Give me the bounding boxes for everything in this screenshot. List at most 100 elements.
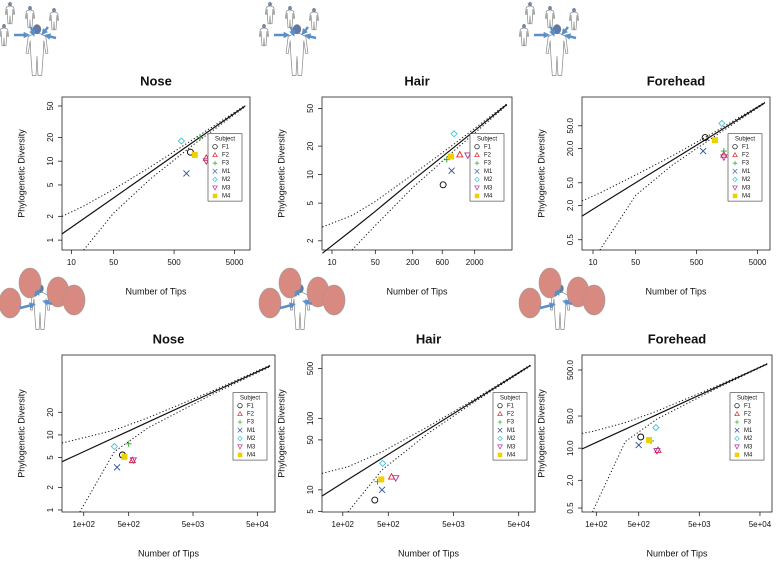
- legend-label: F3: [744, 420, 752, 426]
- x-tick-label: 5e+02: [627, 520, 650, 529]
- legend-marker: [474, 185, 480, 191]
- legend-label: F2: [484, 152, 492, 158]
- confidence-curve: [347, 365, 531, 513]
- y-axis-label: Phylogenetic Diversity: [536, 129, 546, 218]
- legend-marker: [237, 403, 243, 409]
- legend-label: F1: [484, 144, 492, 150]
- y-tick-label: 500: [306, 361, 315, 375]
- rarefaction-curve: [322, 104, 508, 254]
- legend-title: Subject: [737, 395, 757, 401]
- legend-marker: [734, 444, 740, 450]
- y-tick-label: 5: [46, 182, 55, 187]
- data-point: [635, 441, 643, 449]
- person-icon: [49, 7, 59, 31]
- legend-marker: [734, 419, 740, 425]
- legend-marker: [212, 193, 218, 199]
- y-tick-label: 10.0: [566, 440, 575, 456]
- legend-label: M4: [742, 193, 751, 199]
- skin-icon: [582, 284, 606, 316]
- chart-title: Forehead: [648, 331, 707, 346]
- data-point: [387, 472, 396, 480]
- legend-marker: [474, 176, 480, 183]
- person-body: [549, 291, 571, 330]
- data-point: [456, 150, 464, 158]
- legend-label: F3: [484, 161, 492, 167]
- person-head: [572, 7, 576, 13]
- chart-title: Nose: [140, 73, 172, 88]
- y-tick-label: 0.5: [566, 234, 575, 246]
- legend-label: M3: [247, 444, 256, 450]
- person-body: [0, 27, 9, 47]
- person-body: [259, 27, 269, 47]
- icon-arrowhead: [554, 288, 561, 296]
- legend-label: F2: [222, 152, 230, 158]
- icon-arrowhead: [34, 288, 41, 296]
- legend-label: M1: [247, 428, 256, 434]
- data-point: [464, 152, 472, 160]
- legend-label: F2: [507, 411, 515, 417]
- legend-marker: [237, 435, 243, 442]
- x-tick-label: 5e+04: [246, 520, 269, 529]
- y-tick-label: 5.0: [566, 177, 575, 189]
- legend-label: M1: [744, 428, 753, 434]
- data-point: [183, 170, 190, 177]
- rarefaction-curve: [581, 102, 766, 217]
- plot-frame: [581, 354, 773, 513]
- legend-marker: [474, 151, 480, 158]
- data-point: [391, 475, 400, 483]
- person-head: [522, 23, 526, 29]
- data-point: [113, 464, 121, 471]
- person-body: [545, 33, 569, 76]
- person-body: [285, 33, 309, 76]
- icon-arrowhead: [44, 33, 52, 40]
- x-tick-label: 50: [109, 258, 118, 267]
- data-point: [447, 153, 454, 160]
- rarefaction-curve: [61, 105, 246, 235]
- legend-label: F2: [742, 152, 750, 158]
- legend-label: F1: [507, 403, 515, 409]
- y-tick-label: 2.0: [566, 199, 575, 211]
- y-axis-label: Phylogenetic Diversity: [276, 129, 286, 218]
- y-tick-label: 5: [46, 455, 55, 460]
- person-head: [2, 23, 6, 29]
- legend-label: M4: [507, 452, 516, 458]
- icon-arrowhead: [304, 33, 312, 40]
- legend-label: M2: [222, 177, 231, 183]
- legend-label: M1: [484, 169, 493, 175]
- data-point: [720, 148, 727, 155]
- legend-marker: [734, 427, 740, 433]
- legend-marker: [497, 435, 503, 442]
- x-tick-label: 1e+02: [332, 520, 355, 529]
- legend-marker: [732, 144, 738, 150]
- plot-frame: [321, 354, 536, 513]
- data-point: [711, 137, 718, 144]
- confidence-curve: [61, 364, 271, 444]
- x-tick-label: 5e+03: [688, 520, 711, 529]
- y-tick-label: 2: [306, 238, 315, 243]
- x-tick-label: 10: [67, 258, 76, 267]
- x-tick-label: 1e+02: [585, 520, 608, 529]
- y-axis-label: Phylogenetic Diversity: [536, 389, 546, 478]
- y-tick-label: 50.0: [566, 408, 575, 424]
- icon-arrowhead: [548, 302, 556, 309]
- legend-title: Subject: [735, 136, 755, 142]
- legend-marker: [497, 427, 503, 433]
- confidence-curve: [79, 366, 271, 513]
- legend-marker: [732, 185, 738, 191]
- legend-marker: [732, 176, 738, 183]
- y-tick-label: 50: [46, 101, 55, 110]
- rarefaction-curve: [61, 365, 271, 463]
- person-head: [28, 5, 32, 11]
- legend-label: M4: [247, 452, 256, 458]
- person-body: [25, 33, 49, 76]
- x-tick-label: 10: [328, 258, 337, 267]
- skin-icon: [538, 267, 562, 299]
- skin-icon: [0, 287, 22, 319]
- y-tick-label: 0.5: [566, 502, 575, 514]
- data-point: [110, 442, 119, 451]
- data-point: [191, 151, 198, 158]
- legend-marker: [237, 444, 243, 450]
- x-axis-label: Number of Tips: [398, 548, 460, 558]
- x-tick-label: 200: [406, 258, 420, 267]
- confidence-curve: [83, 106, 246, 251]
